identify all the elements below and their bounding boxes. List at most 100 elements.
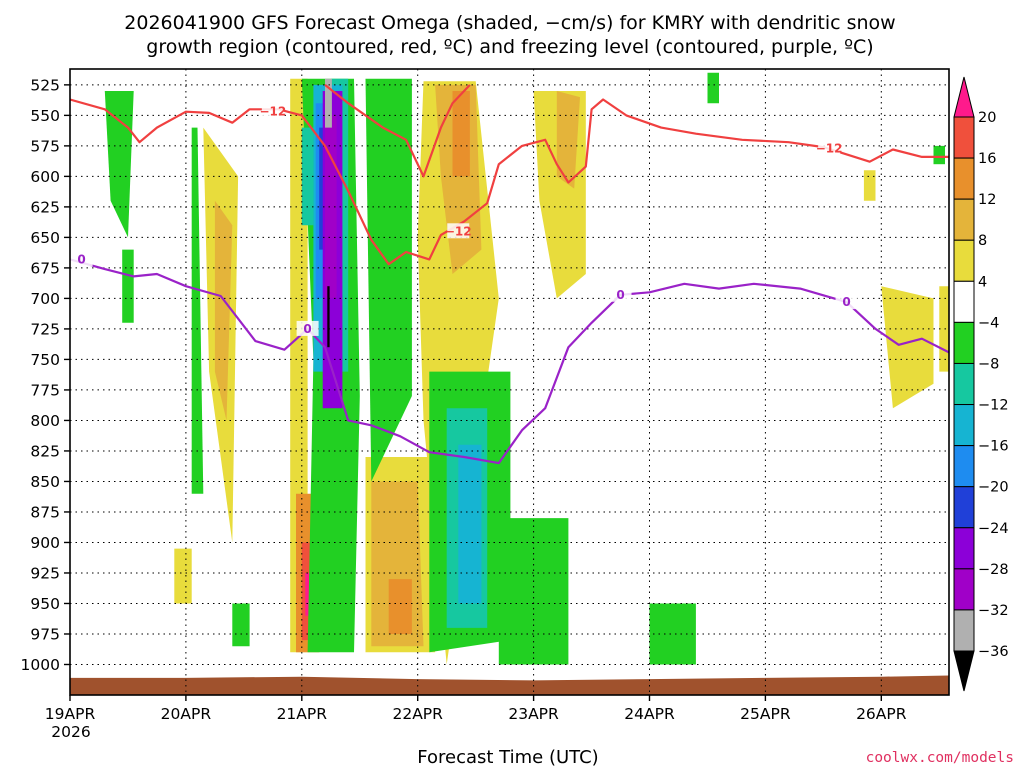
x-tick-label-26APR: 26APR [856, 705, 907, 723]
omega-region-13-0 [327, 286, 330, 348]
omega-shading [104, 72, 949, 665]
x-tick-label-25APR: 25APR [740, 705, 791, 723]
omega-region-0-4 [881, 286, 934, 409]
x-tick-label-19APR: 19APR [45, 705, 96, 723]
colorbar-label-11: −28 [978, 562, 1009, 578]
omega-region-0-6 [863, 170, 876, 201]
x-axis-title: Forecast Time (UTC) [417, 747, 598, 768]
contour-label-bg-0-1 [447, 223, 470, 239]
colorbar-label-8: −16 [978, 439, 1009, 455]
colorbar-top-arrow [953, 76, 975, 118]
y-tick-label-725: 725 [30, 320, 60, 338]
y-tick-label-975: 975 [30, 625, 60, 643]
colorbar: 20 16 12 8 4 −4 −8 −12 −16 −20 −24 −28 −32 −36 [953, 76, 1009, 692]
contour-label-2-1: 0 [303, 322, 311, 336]
y-tick-label-800: 800 [30, 412, 60, 430]
contour-label-2-3: 0 [842, 295, 850, 309]
chart-title-line-2: growth region (contoured, red, ºC) and f… [146, 36, 873, 58]
x-tick-label-20APR: 20APR [161, 705, 212, 723]
grid-lines [70, 69, 949, 695]
colorbar-label-5: −4 [978, 315, 999, 331]
omega-region-7-1 [458, 444, 482, 604]
colorbar-label-0: 20 [978, 110, 996, 126]
y-tick-label-775: 775 [30, 381, 60, 399]
y-tick-label-675: 675 [30, 259, 60, 277]
plot-frame [69, 68, 950, 696]
contour-line-1 [324, 84, 471, 178]
omega-region-2-2 [452, 91, 470, 177]
omega-region-5-4 [365, 78, 412, 482]
omega-region-5-1 [122, 249, 134, 323]
y-tick-label-600: 600 [30, 168, 60, 186]
contour-label-0-2: −12 [816, 141, 843, 155]
x-tick-label-21APR: 21APR [277, 705, 328, 723]
x-tick-label-22APR: 22APR [392, 705, 443, 723]
x-year-label: 2026 [51, 723, 90, 741]
omega-region-2-1 [388, 579, 412, 634]
colorbar-segment-2 [953, 157, 975, 200]
y-tick-label-525: 525 [30, 76, 60, 94]
contour-label-bg-0-2 [818, 140, 841, 156]
colorbar-segment-12 [953, 568, 975, 611]
y-tick-label-875: 875 [30, 503, 60, 521]
colorbar-label-9: −20 [978, 480, 1009, 496]
colorbar-label-6: −8 [978, 356, 999, 372]
colorbar-segment-13 [953, 609, 975, 652]
colorbar-label-10: −24 [978, 521, 1009, 537]
colorbar-segment-11 [953, 527, 975, 570]
colorbar-segment-3 [953, 198, 975, 241]
y-tick-label-550: 550 [30, 107, 60, 125]
colorbar-bottom-arrow [953, 650, 975, 692]
y-tick-label-950: 950 [30, 595, 60, 613]
omega-region-5-2 [191, 127, 204, 494]
contour-label-2-0: 0 [77, 252, 85, 266]
colorbar-segment-9 [953, 445, 975, 488]
y-tick-label-900: 900 [30, 534, 60, 552]
colorbar-label-12: −32 [978, 603, 1009, 619]
colorbar-segment-6 [953, 321, 975, 364]
contour-label-bg-2-0 [70, 251, 93, 267]
contour-label-bg-0-0 [261, 103, 284, 119]
omega-region-5-7 [649, 603, 696, 665]
surface-terrain [70, 675, 949, 695]
y-tick-label-825: 825 [30, 442, 60, 460]
colorbar-segment-7 [953, 362, 975, 406]
surface-ground [70, 675, 949, 695]
contour-lines: −12 −12 −12 0 0 0 0 [70, 84, 949, 465]
colorbar-segment-10 [953, 486, 975, 529]
colorbar-label-13: −36 [978, 644, 1009, 660]
colorbar-label-1: 16 [978, 151, 996, 167]
x-tick-label-24APR: 24APR [624, 705, 675, 723]
colorbar-label-7: −12 [978, 398, 1009, 414]
contour-label-bg-2-3 [835, 294, 858, 310]
omega-region-5-10 [707, 72, 719, 104]
y-tick-label-575: 575 [30, 137, 60, 155]
contour-label-bg-2-2 [609, 286, 632, 302]
colorbar-segment-5 [953, 280, 975, 323]
omega-region-0-5 [174, 548, 192, 604]
colorbar-segment-8 [953, 404, 975, 447]
y-tick-label-925: 925 [30, 564, 60, 582]
colorbar-label-2: 12 [978, 192, 996, 208]
colorbar-segment-1 [953, 116, 975, 159]
y-tick-label-700: 700 [30, 290, 60, 308]
y-tick-label-750: 750 [30, 351, 60, 369]
y-tick-label-1000: 1000 [21, 656, 60, 674]
x-axis: 19APR 20APR 21APR 22APR 23APR 24APR 25APR 26APR… [45, 695, 907, 741]
colorbar-label-3: 8 [978, 233, 987, 249]
y-tick-label-850: 850 [30, 473, 60, 491]
omega-region-12-0 [325, 78, 332, 128]
chart-title-line-1: 2026041900 GFS Forecast Omega (shaded, −… [124, 12, 895, 34]
y-tick-label-650: 650 [30, 229, 60, 247]
contour-label-0-0: −12 [259, 105, 286, 119]
omega-region-5-6 [498, 518, 569, 665]
contour-label-2-2: 0 [616, 288, 624, 302]
omega-region-1-2 [214, 200, 233, 421]
y-tick-label-625: 625 [30, 198, 60, 216]
contour-label-0-1: −12 [445, 224, 472, 238]
omega-region-1-3 [556, 91, 580, 189]
credit-text[interactable]: coolwx.com/models [866, 750, 1014, 766]
omega-region-5-9 [933, 145, 945, 165]
contour-label-bg-2-1 [296, 320, 319, 336]
